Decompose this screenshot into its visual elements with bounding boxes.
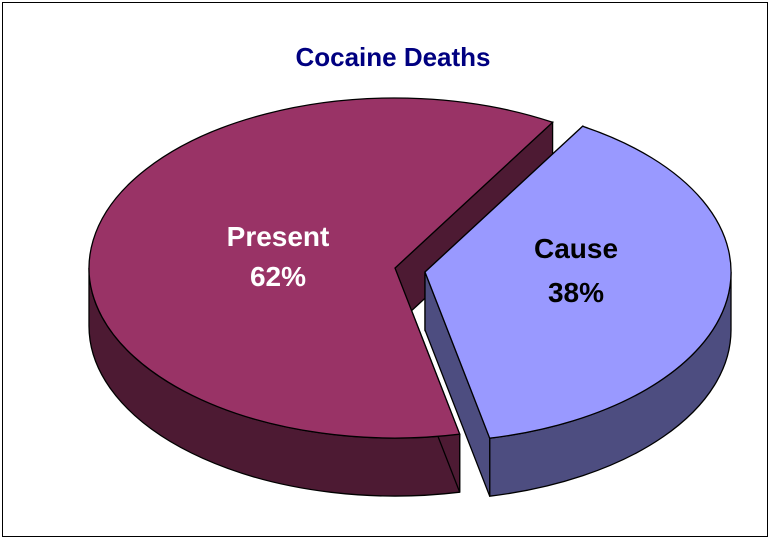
slice-labels: Present 62% Cause 38% [227, 221, 618, 308]
slice-name-label-present: Present [227, 221, 330, 252]
slice-top-present [88, 97, 554, 439]
slice-top-cause [424, 125, 732, 439]
slice-value-label-present: 62% [250, 261, 306, 292]
chart-title: Cocaine Deaths [295, 42, 490, 72]
pie-slices [88, 97, 732, 497]
slice-value-label-cause: 38% [548, 277, 604, 308]
slice-name-label-cause: Cause [534, 233, 618, 264]
